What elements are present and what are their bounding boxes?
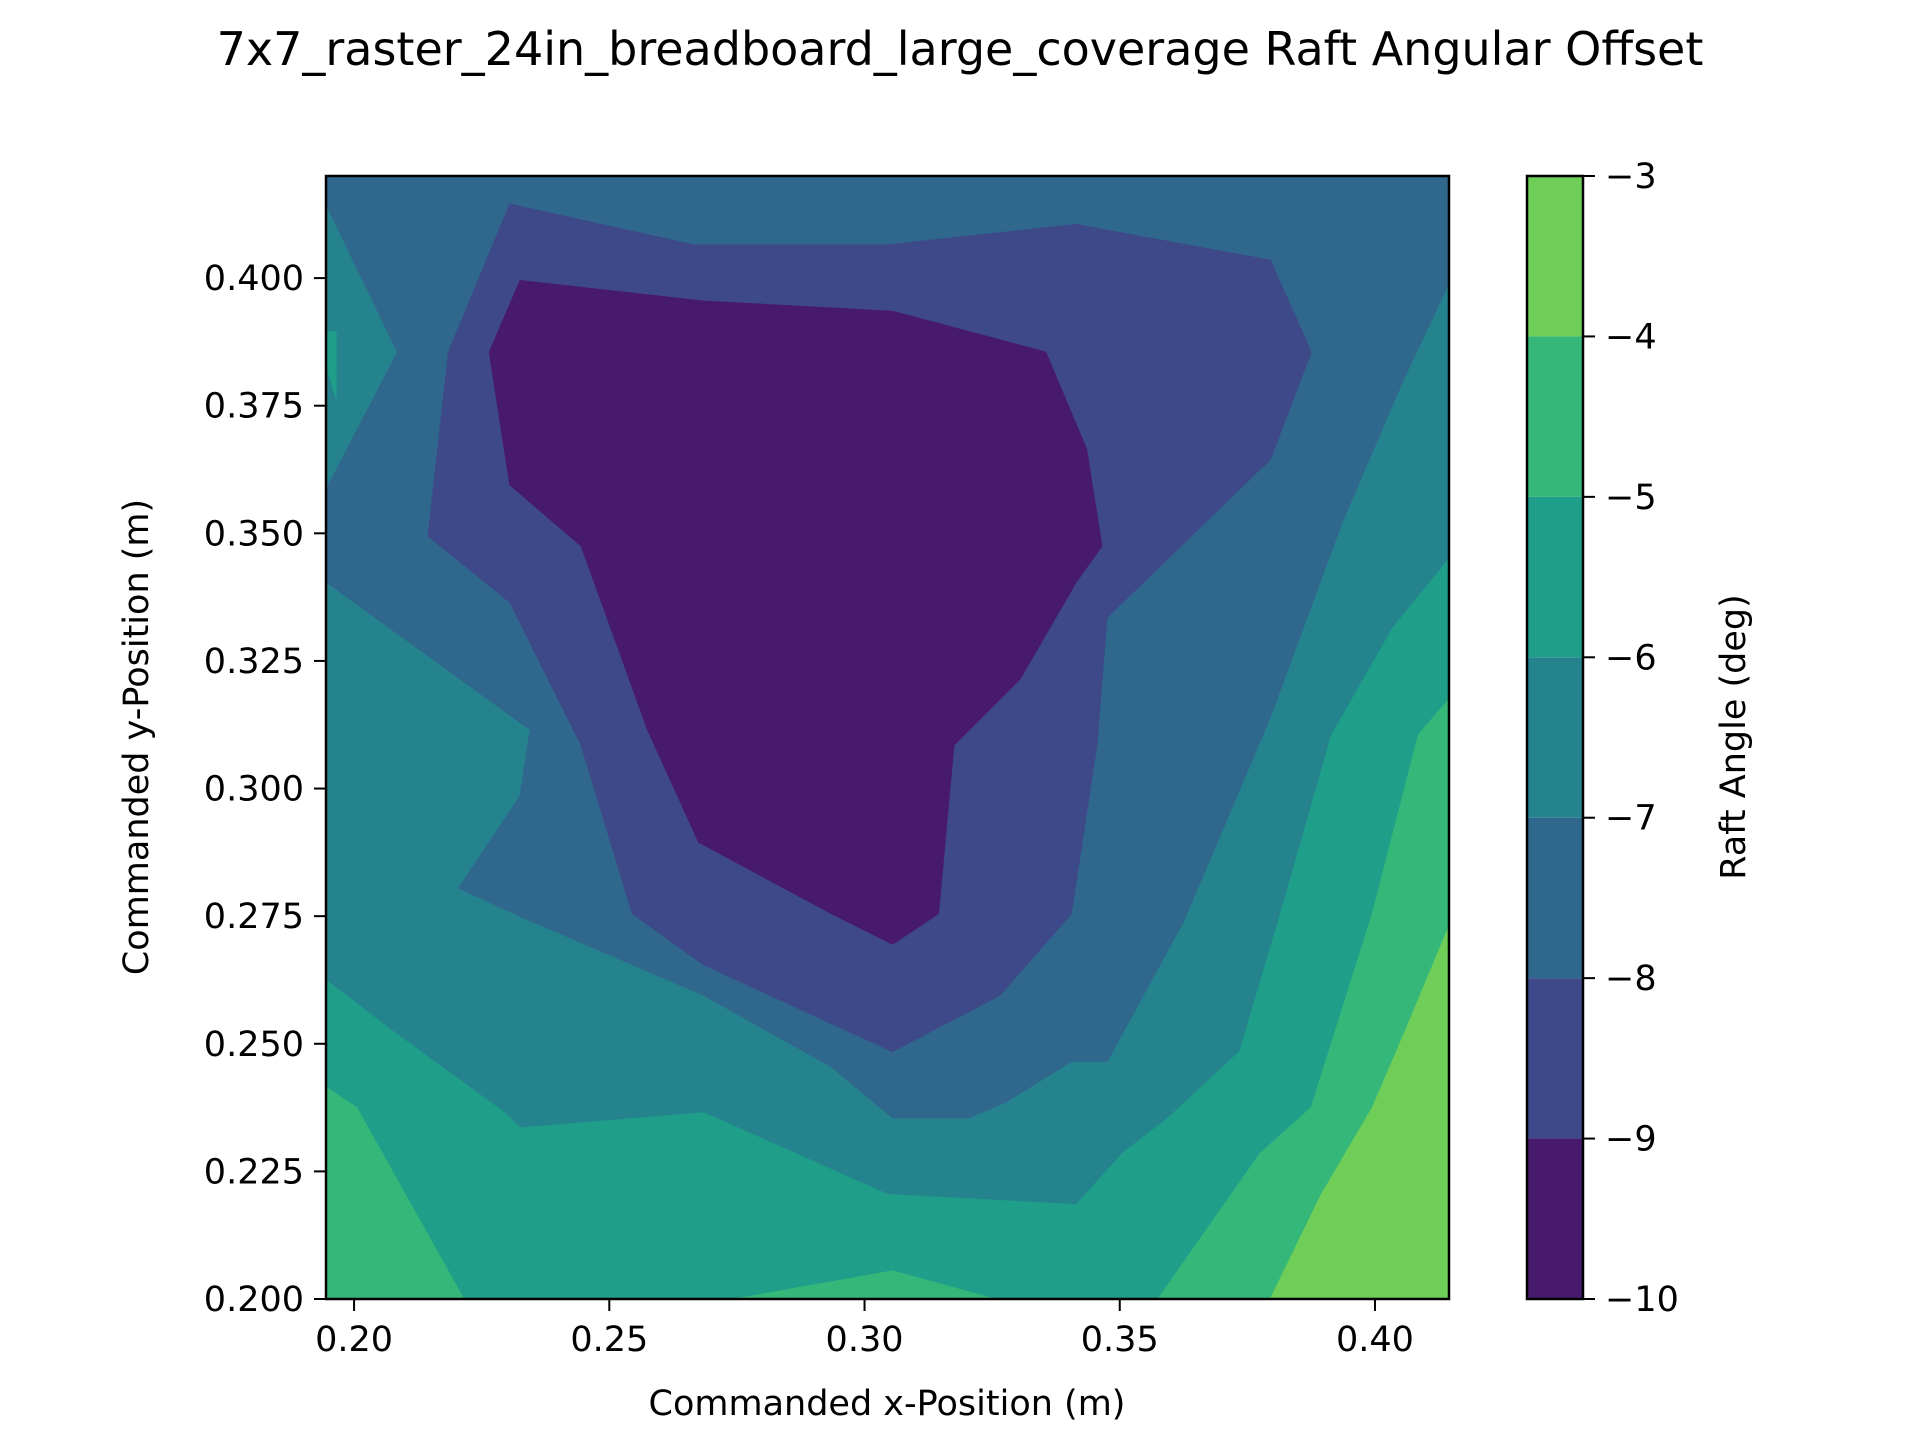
y-axis: 0.200 0.225 0.250 0.275 0.300 0.325 0.350 0.375… — [204, 259, 326, 1320]
y-tick-label-6: 0.350 — [204, 514, 304, 554]
colorbar-label: Raft Angle (deg) — [1714, 594, 1754, 880]
colorbar-tick-label-7: −3 — [1605, 157, 1657, 197]
colorbar-tick-label-6: −4 — [1605, 317, 1657, 357]
y-tick-label-1: 0.225 — [204, 1152, 304, 1192]
y-tick-label-7: 0.375 — [204, 387, 304, 427]
x-tick-label-2: 0.30 — [826, 1320, 904, 1360]
x-axis: 0.20 0.25 0.30 0.35 0.40 — [315, 1299, 1414, 1360]
x-tick-label-3: 0.35 — [1081, 1320, 1159, 1360]
colorbar-segment-1 — [1527, 978, 1583, 1139]
colorbar-tick-label-5: −5 — [1605, 478, 1657, 518]
colorbar-segment-2 — [1527, 817, 1583, 979]
y-tick-label-0: 0.200 — [204, 1280, 304, 1320]
colorbar-segment-5 — [1527, 336, 1583, 497]
y-tick-label-4: 0.300 — [204, 770, 304, 810]
colorbar-segment-6 — [1527, 176, 1583, 337]
colorbar-tick-label-3: −7 — [1605, 799, 1657, 839]
y-axis-label: Commanded y-Position (m) — [117, 499, 157, 975]
colorbar-segment-3 — [1527, 657, 1583, 818]
contour-region-7 — [326, 331, 337, 399]
colorbar-segment-4 — [1527, 496, 1583, 658]
colorbar-tick-label-0: −10 — [1605, 1280, 1679, 1320]
x-tick-label-0: 0.20 — [315, 1320, 393, 1360]
y-tick-label-8: 0.400 — [204, 259, 304, 299]
plot-area — [324, 174, 1451, 1301]
contour-region-3 — [488, 280, 1103, 945]
contour-regions — [326, 176, 1449, 1299]
y-tick-label-5: 0.325 — [204, 642, 304, 682]
colorbar-tick-label-2: −8 — [1605, 959, 1657, 999]
x-axis-label: Commanded x-Position (m) — [649, 1384, 1126, 1424]
y-tick-label-3: 0.275 — [204, 897, 304, 937]
plot-frame — [324, 174, 1451, 1301]
colorbar-tick-label-1: −9 — [1605, 1120, 1657, 1160]
x-tick-label-4: 0.40 — [1336, 1320, 1414, 1360]
colorbar-frame — [1525, 174, 1585, 1301]
colorbar-tick-label-4: −6 — [1605, 638, 1657, 678]
colorbar: −10 −9 −8 −7 −6 −5 −4 −3 — [1525, 157, 1679, 1320]
x-tick-label-1: 0.25 — [570, 1320, 648, 1360]
contour-region-6 — [1269, 926, 1449, 1299]
chart-title: 7x7_raster_24in_breadboard_large_coverag… — [216, 22, 1704, 76]
colorbar-segment-0 — [1527, 1138, 1583, 1299]
y-tick-label-2: 0.250 — [204, 1025, 304, 1065]
